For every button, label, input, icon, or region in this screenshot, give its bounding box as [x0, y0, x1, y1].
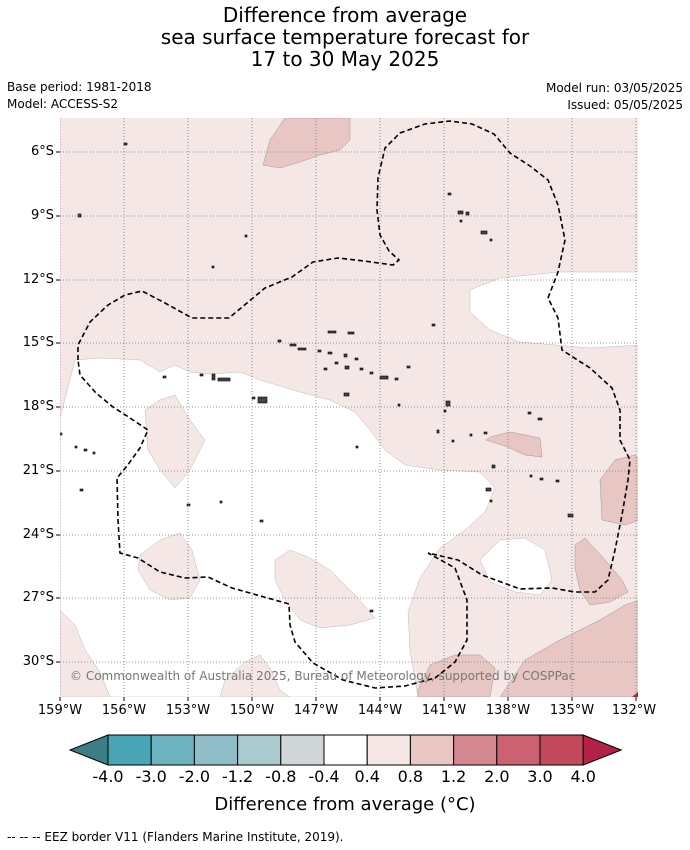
- map-copyright: © Commonwealth of Australia 2025, Bureau…: [70, 669, 576, 683]
- lat-label: 27°S: [22, 590, 54, 605]
- lon-label: 159°W: [37, 703, 83, 718]
- colorbar-tick-label: 2.0: [484, 767, 510, 786]
- colorbar-swatch: [193, 734, 239, 766]
- colorbar-swatch: [237, 734, 282, 766]
- anomaly-region-light: [137, 532, 201, 601]
- issued-date: Issued: 05/05/2025: [567, 98, 683, 112]
- anomaly-region-light: [144, 394, 206, 489]
- lon-label: 138°W: [485, 703, 531, 718]
- map-area: [60, 118, 638, 697]
- lon-label: 141°W: [421, 703, 467, 718]
- colorbar-tick-label: 0.4: [354, 767, 380, 786]
- colorbar-swatch: [323, 734, 368, 766]
- anomaly-region-light: [60, 609, 111, 697]
- colorbar-swatch: [409, 734, 455, 766]
- anomaly-region-light: [274, 549, 376, 629]
- map-title: Difference from average sea surface temp…: [0, 4, 690, 70]
- colorbar-tick-label: 0.8: [397, 767, 424, 786]
- colorbar-tick-label: 3.0: [527, 767, 553, 786]
- colorbar-tick-label: 4.0: [570, 767, 596, 786]
- colorbar-extend-high: [582, 734, 623, 766]
- colorbar-swatch: [150, 734, 195, 766]
- colorbar-swatch: [453, 734, 498, 766]
- lat-label: 12°S: [22, 272, 54, 287]
- colorbar-swatch: [366, 734, 411, 766]
- lat-label: 21°S: [22, 463, 54, 478]
- anomaly-region-medium: [417, 654, 496, 697]
- anomaly-region-medium: [574, 537, 629, 606]
- title-line-3: 17 to 30 May 2025: [250, 47, 440, 71]
- axis-ticks: [56, 151, 637, 701]
- colorbar-tick-label: -0.4: [308, 767, 340, 786]
- lat-label: 6°S: [30, 144, 54, 159]
- lon-label: 153°W: [165, 703, 211, 718]
- colorbar-tick-label: -3.0: [135, 767, 167, 786]
- colorbar-tick-label: -4.0: [92, 767, 124, 786]
- anomaly-region-light: [219, 654, 291, 697]
- model-name: Model: ACCESS-S2: [7, 97, 119, 111]
- islands: [60, 142, 574, 613]
- anomaly-region-medium: [262, 118, 351, 169]
- colorbar-label: Difference from average (°C): [214, 794, 476, 815]
- anomaly-region-medium: [499, 600, 638, 697]
- model-run: Model run: 03/05/2025: [545, 81, 683, 95]
- lat-label: 30°S: [22, 654, 54, 669]
- colorbar-swatch: [107, 734, 152, 766]
- anomaly-region-neutral: [479, 537, 553, 596]
- lat-label: 9°S: [30, 208, 54, 223]
- colorbar-swatch: [539, 734, 584, 766]
- lon-label: 135°W: [549, 703, 595, 718]
- title-line-2: sea surface temperature forecast for: [160, 25, 530, 49]
- colorbar-extend-low: [68, 734, 109, 766]
- lon-label: 150°W: [229, 703, 275, 718]
- title-line-1: Difference from average: [222, 3, 468, 27]
- colorbar-tick-label: -1.2: [221, 767, 254, 786]
- anomaly-region-medium: [485, 431, 543, 458]
- lon-label: 156°W: [101, 703, 147, 718]
- lat-label: 18°S: [22, 399, 54, 414]
- graticule: [60, 118, 638, 697]
- lon-label: 147°W: [293, 703, 339, 718]
- lat-label: 24°S: [22, 527, 54, 542]
- lon-label: 144°W: [357, 703, 403, 718]
- lat-label: 15°S: [22, 335, 54, 350]
- eez-border-french-polynesia: [77, 120, 631, 689]
- colorbar-tick-label: -0.8: [265, 767, 297, 786]
- colorbar-tick-label: -2.0: [178, 767, 210, 786]
- colorbar-swatch: [280, 734, 325, 766]
- colorbar-tick-label: 1.2: [440, 767, 467, 786]
- lon-label: 132°W: [611, 703, 657, 718]
- eez-legend-note: -- -- -- EEZ border V11 (Flanders Marine…: [7, 830, 344, 844]
- base-period: Base period: 1981-2018: [7, 80, 152, 94]
- anomaly-region-darkest: [632, 691, 638, 697]
- colorbar: [68, 734, 623, 766]
- colorbar-swatch: [496, 734, 541, 766]
